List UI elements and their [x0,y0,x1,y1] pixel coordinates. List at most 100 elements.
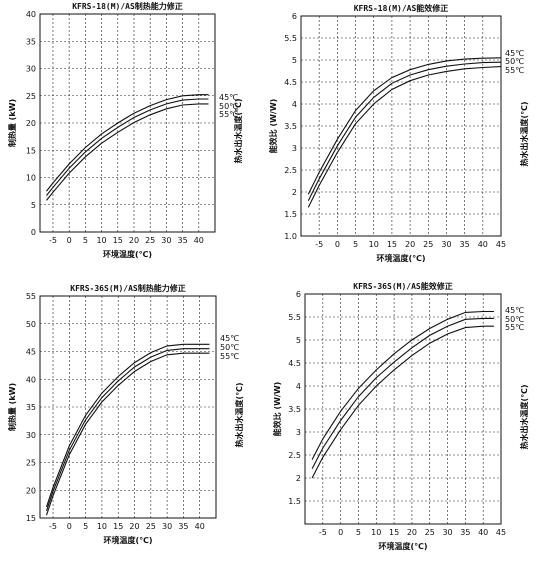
y-tick-label: 1.0 [284,232,297,241]
legend-label: 45℃ [505,306,524,315]
legend-label: 50℃ [219,102,238,111]
y-axis-label: 制热量 (kW) [7,383,17,431]
x-tick-label: -5 [315,240,323,249]
chart-title: KFRS-36S(M)/AS能效修正 [353,281,452,291]
legend-label: 55℃ [219,110,238,119]
right-axis-label: 热水出水温度(℃) [233,99,243,164]
x-tick-label: 20 [405,240,415,249]
y-tick-label: 25 [26,459,36,468]
y-axis-label: 能效比 (W/W) [268,99,278,154]
x-tick-label: 30 [161,236,171,245]
chart-title: KFRS-36S(M)/AS制热能力修正 [70,283,185,293]
plot-frame [304,293,502,525]
y-tick-label: 35 [26,403,36,412]
y-tick-label: 5 [292,56,297,65]
legend-label: 45℃ [505,49,524,58]
series-line-1 [311,310,494,460]
right-axis-label: 热水出水温度(℃) [519,385,529,450]
x-tick-label: 25 [425,528,435,537]
x-tick-label: 0 [67,522,72,531]
series-line-1 [307,57,502,195]
y-tick-label: 4 [292,100,297,109]
y-axis-label: 制热量 (kW) [7,99,17,147]
y-tick-label: 15 [26,146,36,155]
y-tick-label: 4.5 [288,359,301,368]
y-tick-label: 4.5 [284,78,297,87]
x-tick-label: 15 [389,528,399,537]
legend-label: 50℃ [220,343,239,352]
x-tick-label: 0 [338,528,343,537]
x-tick-label: 30 [441,240,451,249]
x-tick-label: 40 [195,522,205,531]
x-tick-label: 15 [113,236,123,245]
chart-1: -5 0 5 10 15 20 25 30 35 40 0 5 10 15 20 25 30 35 40 45℃50℃… [7,1,243,259]
legend-label: 45℃ [220,334,239,343]
y-tick-label: 1.5 [284,210,297,219]
y-tick-label: 2.5 [288,451,301,460]
x-tick-label: 20 [129,522,139,531]
y-tick-label: 5.5 [284,34,297,43]
y-tick-label: 5 [31,201,36,210]
y-tick-label: 1.5 [288,497,301,506]
y-tick-label: 5 [296,336,301,345]
chart-title: KFRS-18(M)/AS能效修正 [354,3,449,13]
x-tick-label: 35 [178,522,188,531]
y-tick-label: 40 [26,10,36,19]
y-tick-label: 35 [26,37,36,46]
x-tick-label: 0 [67,236,72,245]
x-tick-label: -5 [49,522,57,531]
series-line-2 [307,61,502,202]
legend-label: 55℃ [505,323,524,332]
chart-3: -5 0 5 10 15 20 25 30 35 4015202530354045505545℃5… [7,283,244,545]
legend-label: 50℃ [505,57,524,66]
y-tick-label: 55 [26,292,36,301]
x-axis-label: 环境温度(℃) [377,253,426,263]
plot-frame [39,295,217,519]
x-tick-label: 40 [478,528,488,537]
chart-4: -5 0 5 10 15 20 25 30 35 40 45 1.5 2 2.5 3 3.5 4 4.5 5 5.5 6… [272,281,529,551]
series-line-2 [311,317,494,470]
y-tick-label: 10 [26,174,36,183]
x-tick-label: 15 [387,240,397,249]
series-line-3 [45,352,210,516]
x-tick-label: 35 [460,240,470,249]
series-line-2 [46,98,209,196]
x-tick-label: 5 [83,522,88,531]
x-tick-label: 40 [194,236,204,245]
right-axis-label: 热水出水温度(℃) [234,383,244,448]
series-line-1 [46,94,209,192]
y-tick-label: 3 [292,144,297,153]
y-tick-label: 30 [26,431,36,440]
y-tick-label: 4 [296,382,301,391]
y-tick-label: 20 [26,486,36,495]
chart-2: -5 0 5 10 15 20 25 30 35 40 451.01.522.533.544.555… [268,3,529,263]
x-tick-label: 20 [129,236,139,245]
x-tick-label: 10 [371,528,381,537]
y-tick-label: 6 [296,290,301,299]
x-tick-label: 5 [353,240,358,249]
x-tick-label: 25 [423,240,433,249]
x-tick-label: 35 [460,528,470,537]
x-tick-label: 30 [442,528,452,537]
x-tick-label: 15 [113,522,123,531]
x-tick-label: 30 [162,522,172,531]
x-tick-label: 10 [96,236,106,245]
x-tick-label: 10 [97,522,107,531]
x-tick-label: 35 [177,236,187,245]
series-line-1 [45,343,210,508]
y-tick-label: 25 [26,92,36,101]
x-axis-label: 环境温度(℃) [104,535,153,545]
legend-label: 50℃ [505,315,524,324]
y-tick-label: 50 [26,320,36,329]
x-tick-label: 5 [83,236,88,245]
y-tick-label: 40 [26,375,36,384]
y-tick-label: 45 [26,348,36,357]
right-axis-label: 热水出水温度(℃) [519,102,529,167]
series-line-3 [46,103,209,201]
y-tick-label: 30 [26,65,36,74]
y-tick-label: 6 [292,12,297,21]
y-tick-label: 2 [296,474,301,483]
y-axis-label: 能效比 (W/W) [272,382,282,437]
x-axis-label: 环境温度(℃) [103,249,152,259]
